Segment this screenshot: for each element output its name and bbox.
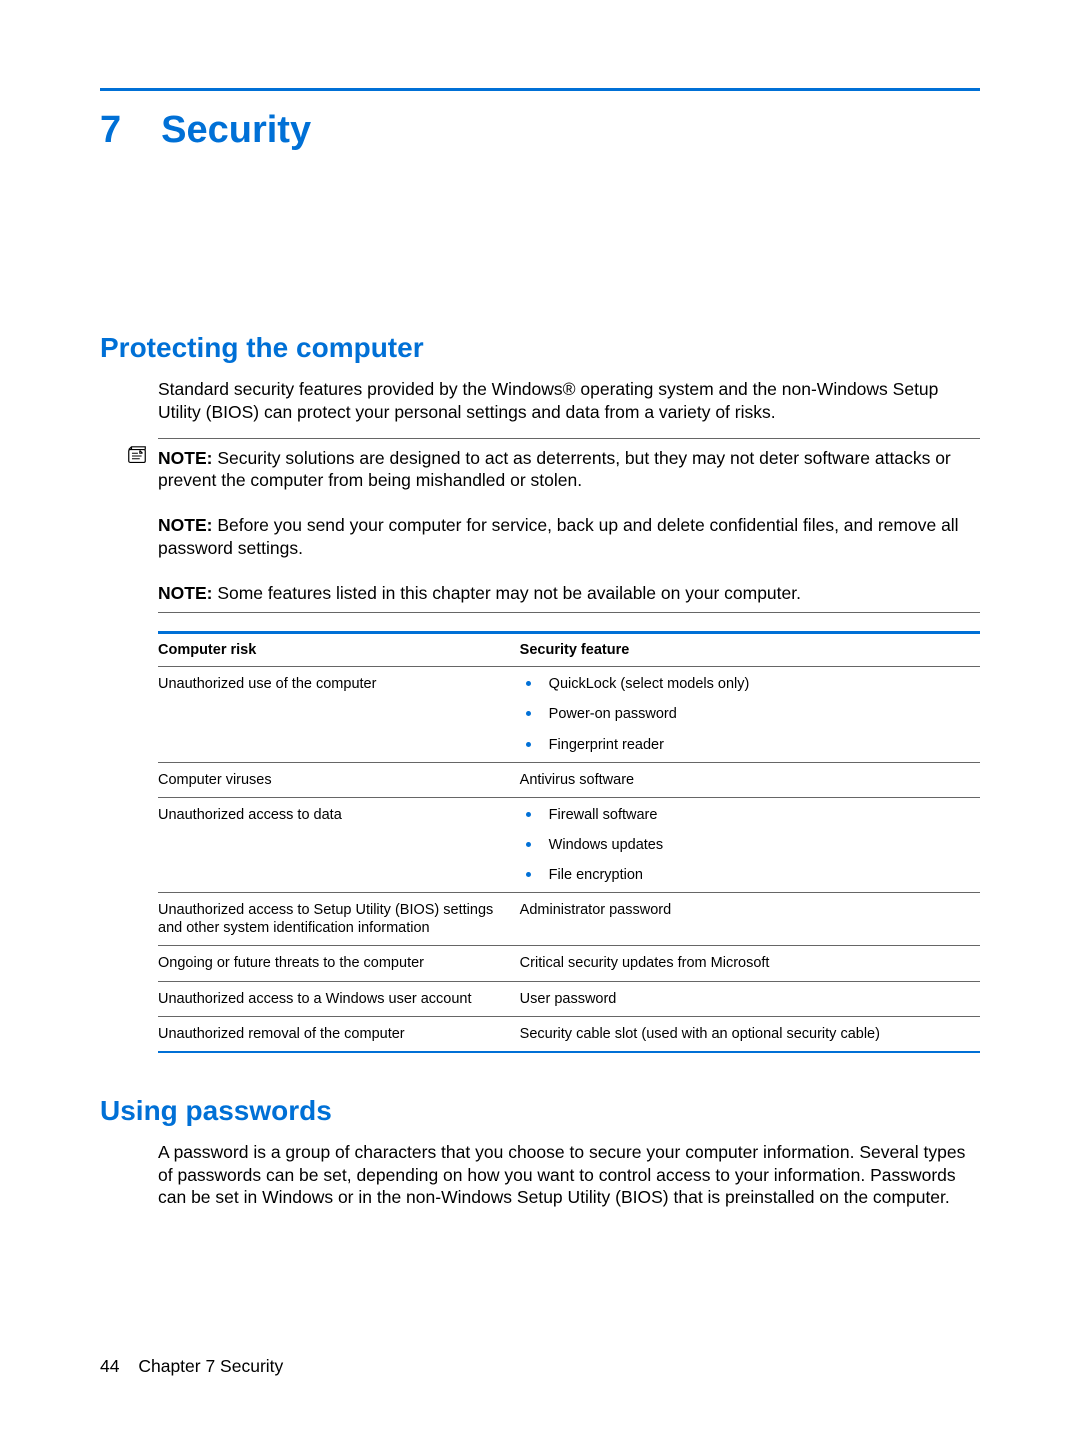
list-item: Firewall software [520, 806, 980, 824]
table-row: Ongoing or future threats to the compute… [158, 946, 980, 981]
security-table: Computer risk Security feature Unauthori… [158, 631, 980, 1053]
note-2-body: Before you send your computer for servic… [158, 515, 959, 558]
list-item: Power-on password [520, 705, 980, 723]
bullet-icon [526, 742, 531, 747]
risk-cell: Unauthorized access to Setup Utility (BI… [158, 901, 520, 937]
chapter-top-rule [100, 88, 980, 91]
note-block-3: NOTE: Some features listed in this chapt… [158, 574, 980, 614]
bullet-icon [526, 872, 531, 877]
note-2-text: NOTE: Before you send your computer for … [158, 514, 980, 560]
table-row: Unauthorized access to Setup Utility (BI… [158, 893, 980, 946]
note-2-label: NOTE: [158, 515, 212, 535]
section2: Using passwords A password is a group of… [100, 1095, 980, 1209]
section1-body: Standard security features provided by t… [158, 378, 980, 1053]
chapter-number: 7 [100, 109, 121, 152]
note-block-1: NOTE: Security solutions are designed to… [158, 438, 980, 493]
section2-intro: A password is a group of characters that… [158, 1141, 980, 1209]
risk-cell: Computer viruses [158, 771, 520, 789]
table-header-feature: Security feature [520, 642, 980, 658]
risk-cell: Unauthorized removal of the computer [158, 1025, 520, 1043]
feature-text: QuickLock (select models only) [549, 675, 750, 693]
section-heading-passwords: Using passwords [100, 1095, 980, 1127]
risk-cell: Unauthorized use of the computer [158, 675, 520, 753]
table-row: Unauthorized access to a Windows user ac… [158, 982, 980, 1017]
page-footer: 44 Chapter 7 Security [100, 1356, 283, 1377]
feature-cell: Firewall software Windows updates File e… [520, 806, 980, 884]
list-item: Fingerprint reader [520, 736, 980, 754]
note-3-text: NOTE: Some features listed in this chapt… [158, 582, 980, 605]
table-row: Computer viruses Antivirus software [158, 763, 980, 798]
feature-cell: Administrator password [520, 901, 980, 937]
section1-intro: Standard security features provided by t… [158, 378, 980, 424]
note-block-2: NOTE: Before you send your computer for … [158, 506, 980, 560]
list-item: QuickLock (select models only) [520, 675, 980, 693]
section2-body: A password is a group of characters that… [158, 1141, 980, 1209]
list-item: File encryption [520, 866, 980, 884]
table-row: Unauthorized use of the computer QuickLo… [158, 667, 980, 762]
note-3-label: NOTE: [158, 583, 212, 603]
bullet-icon [526, 711, 531, 716]
feature-cell: QuickLock (select models only) Power-on … [520, 675, 980, 753]
risk-cell: Ongoing or future threats to the compute… [158, 954, 520, 972]
page-number: 44 [100, 1356, 119, 1376]
chapter-title: Security [161, 109, 311, 152]
bullet-icon [526, 812, 531, 817]
table-header-row: Computer risk Security feature [158, 631, 980, 667]
note-1-text: NOTE: Security solutions are designed to… [158, 447, 980, 493]
feature-cell: User password [520, 990, 980, 1008]
feature-text: Windows updates [549, 836, 663, 854]
footer-chapter-ref: Chapter 7 Security [138, 1356, 283, 1376]
feature-cell: Critical security updates from Microsoft [520, 954, 980, 972]
feature-text: File encryption [549, 866, 643, 884]
feature-cell: Security cable slot (used with an option… [520, 1025, 980, 1043]
feature-text: Fingerprint reader [549, 736, 664, 754]
table-row: Unauthorized removal of the computer Sec… [158, 1017, 980, 1053]
risk-cell: Unauthorized access to data [158, 806, 520, 884]
bullet-icon [526, 842, 531, 847]
list-item: Windows updates [520, 836, 980, 854]
chapter-heading: 7 Security [100, 109, 980, 152]
note-3-body: Some features listed in this chapter may… [217, 583, 801, 603]
note-1-label: NOTE: [158, 448, 212, 468]
feature-text: Power-on password [549, 705, 677, 723]
feature-cell: Antivirus software [520, 771, 980, 789]
table-header-risk: Computer risk [158, 642, 520, 658]
table-row: Unauthorized access to data Firewall sof… [158, 798, 980, 893]
feature-list: Firewall software Windows updates File e… [520, 806, 980, 884]
page: 7 Security Protecting the computer Stand… [0, 0, 1080, 1437]
note-icon [126, 445, 148, 467]
note-1-body: Security solutions are designed to act a… [158, 448, 951, 491]
section-heading-protecting: Protecting the computer [100, 332, 980, 364]
feature-text: Firewall software [549, 806, 658, 824]
bullet-icon [526, 681, 531, 686]
feature-list: QuickLock (select models only) Power-on … [520, 675, 980, 753]
risk-cell: Unauthorized access to a Windows user ac… [158, 990, 520, 1008]
